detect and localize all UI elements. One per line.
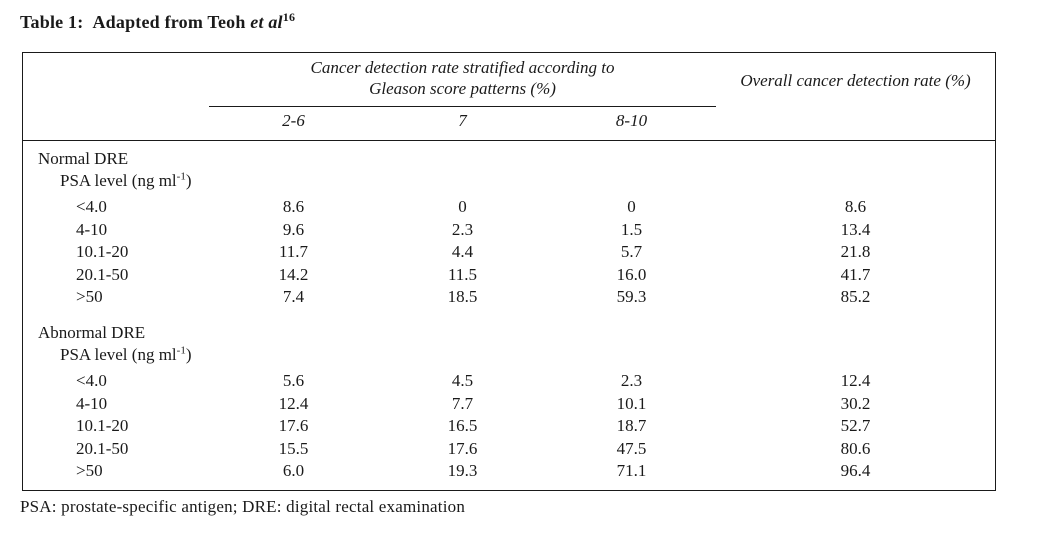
detection-rate-value: 80.6: [840, 438, 871, 458]
detection-rate-value: 30.2: [840, 393, 871, 413]
psa-level-exponent: -1: [176, 169, 186, 182]
psa-level-label: PSA level (ng ml-1): [23, 344, 995, 367]
psa-level-label: PSA level (ng ml-1): [23, 170, 995, 193]
detection-rate-value: 5.6: [282, 371, 305, 390]
caption-reference-superscript: 16: [282, 10, 296, 24]
detection-rate-value: 0: [627, 197, 636, 216]
detection-rate-value: 6.0: [282, 461, 305, 480]
detection-rate-value: 17.6: [447, 438, 478, 458]
detection-rate-value: 4.5: [451, 371, 474, 390]
section-row: Normal DRE: [23, 140, 995, 170]
detection-rate-value: 8.6: [844, 197, 867, 216]
psa-range-row: <4.0 8.6 0 0 8.6: [23, 192, 995, 219]
psa-range-label: 20.1-50: [76, 438, 129, 458]
gleason-group-header-line2: Gleason score patterns (%): [369, 78, 556, 98]
table-number-label: Table 1:: [20, 12, 84, 32]
psa-level-exponent: -1: [176, 343, 186, 356]
gleason-group-header: Cancer detection rate stratified accordi…: [209, 53, 717, 107]
psa-range-row: 4-10 12.4 7.7 10.1 30.2: [23, 393, 995, 416]
detection-rate-value: 59.3: [616, 287, 647, 306]
detection-rate-value: 16.5: [447, 416, 478, 435]
detection-rate-value: 1.5: [620, 219, 643, 239]
psa-range-row: >50 7.4 18.5 59.3 85.2: [23, 286, 995, 309]
detection-rate-value: 17.6: [278, 416, 309, 435]
psa-range-label: <4.0: [76, 371, 107, 390]
detection-rate-value: 85.2: [840, 287, 871, 306]
corner-empty-cell: [23, 53, 209, 141]
psa-range-label: 4-10: [76, 393, 108, 413]
psa-range-row: 10.1-20 17.6 16.5 18.7 52.7: [23, 415, 995, 438]
psa-level-label-close: ): [185, 170, 192, 190]
detection-rate-value: 4.4: [451, 242, 474, 261]
section-row: Abnormal DRE: [23, 309, 995, 344]
psa-range-label: 10.1-20: [76, 416, 129, 435]
psa-range-label: 10.1-20: [76, 242, 129, 261]
detection-rate-value: 47.5: [616, 438, 647, 458]
psa-range-row: <4.0 5.6 4.5 2.3 12.4: [23, 366, 995, 393]
detection-rate-value: 2.3: [620, 371, 643, 390]
detection-rate-value: 10.1: [616, 393, 647, 413]
detection-rate-value: 7.7: [451, 393, 474, 413]
table-caption: Table 1: Adapted from Teoh et al16: [20, 10, 295, 33]
psa-level-label-close: ): [185, 344, 192, 364]
psa-range-label: 20.1-50: [76, 264, 129, 284]
detection-rate-value: 71.1: [616, 461, 647, 480]
detection-rate-table-frame: Cancer detection rate stratified accordi…: [22, 52, 996, 491]
variable-row: PSA level (ng ml-1): [23, 170, 995, 193]
psa-level-label-text: PSA level (ng ml: [60, 170, 177, 190]
detection-rate-value: 41.7: [840, 264, 871, 284]
detection-rate-value: 96.4: [840, 461, 871, 480]
psa-range-row: 4-10 9.6 2.3 1.5 13.4: [23, 219, 995, 242]
abbreviations-footnote: PSA: prostate-specific antigen; DRE: dig…: [20, 497, 466, 516]
detection-rate-value: 18.5: [447, 287, 478, 306]
detection-rate-value: 2.3: [451, 219, 474, 239]
detection-rate-value: 12.4: [278, 393, 309, 413]
psa-range-label: <4.0: [76, 197, 107, 216]
detection-rate-value: 18.7: [616, 416, 647, 435]
caption-et-al: et al: [250, 12, 283, 32]
gleason-column-header-7: 7: [378, 106, 547, 141]
section-label: Normal DRE: [38, 148, 129, 168]
psa-range-label: >50: [76, 461, 103, 480]
detection-rate-value: 0: [458, 197, 467, 216]
psa-range-row: 20.1-50 14.2 11.5 16.0 41.7: [23, 264, 995, 287]
detection-rate-value: 5.7: [620, 242, 643, 261]
psa-range-label: 4-10: [76, 219, 108, 239]
psa-range-label: >50: [76, 287, 103, 306]
psa-range-row: 20.1-50 15.5 17.6 47.5 80.6: [23, 438, 995, 461]
detection-rate-value: 9.6: [282, 219, 305, 239]
detection-rate-value: 16.0: [616, 264, 647, 284]
gleason-column-header-8-10: 8-10: [547, 106, 717, 141]
psa-range-row: >50 6.0 19.3 71.1 96.4: [23, 460, 995, 490]
detection-rate-value: 11.5: [447, 264, 478, 284]
psa-level-label-text: PSA level (ng ml: [60, 344, 177, 364]
psa-range-row: 10.1-20 11.7 4.4 5.7 21.8: [23, 241, 995, 264]
detection-rate-value: 19.3: [447, 461, 478, 480]
gleason-column-header-2-6: 2-6: [209, 106, 378, 141]
variable-row: PSA level (ng ml-1): [23, 344, 995, 367]
detection-rate-value: 21.8: [840, 242, 871, 261]
caption-text: Adapted from Teoh: [92, 12, 246, 32]
detection-rate-value: 12.4: [840, 371, 871, 390]
detection-rate-value: 11.7: [278, 242, 309, 261]
detection-rate-table: Cancer detection rate stratified accordi…: [23, 53, 995, 490]
detection-rate-value: 8.6: [282, 197, 305, 216]
detection-rate-value: 15.5: [278, 438, 309, 458]
detection-rate-value: 14.2: [278, 264, 309, 284]
gleason-group-header-line1: Cancer detection rate stratified accordi…: [310, 57, 615, 77]
detection-rate-value: 13.4: [840, 219, 871, 239]
overall-rate-header: Overall cancer detection rate (%): [716, 53, 995, 141]
detection-rate-value: 52.7: [840, 416, 871, 435]
section-label: Abnormal DRE: [38, 322, 146, 342]
detection-rate-value: 7.4: [282, 287, 305, 306]
